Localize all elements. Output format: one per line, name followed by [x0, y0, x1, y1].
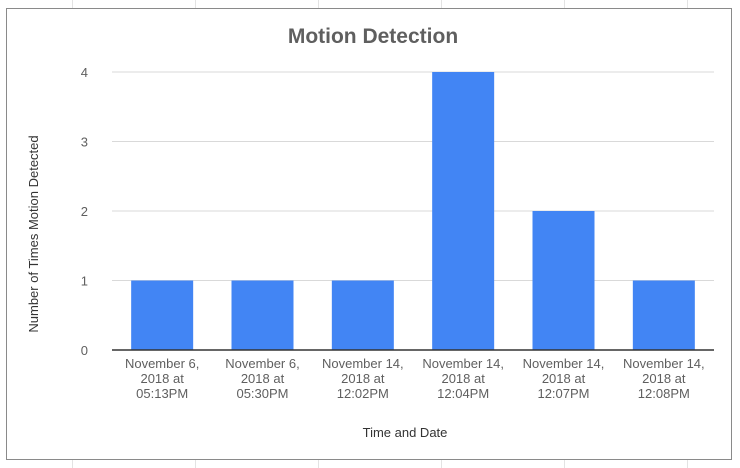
x-tick-label-line: November 6, — [225, 356, 299, 371]
y-tick-label: 0 — [81, 343, 88, 358]
x-tick-label-line: November 14, — [422, 356, 504, 371]
y-axis-ticks: 0 1 2 3 4 — [81, 65, 88, 358]
bar[interactable] — [231, 280, 294, 351]
x-tick-label-line: November 6, — [125, 356, 199, 371]
x-tick-label: November 14, 2018 at 12:02PM — [322, 356, 404, 401]
x-tick-label-line: 05:13PM — [136, 386, 188, 401]
y-tick-label: 1 — [81, 274, 88, 289]
x-tick-label: November 6, 2018 at 05:13PM — [125, 356, 199, 401]
x-axis-title: Time and Date — [363, 425, 448, 440]
x-tick-label: November 14, 2018 at 12:07PM — [523, 356, 605, 401]
x-tick-label-line: 12:07PM — [537, 386, 589, 401]
y-tick-label: 4 — [81, 65, 88, 80]
x-tick-label-line: 2018 at — [441, 371, 485, 386]
x-tick-label-line: November 14, — [322, 356, 404, 371]
y-tick-label: 2 — [81, 204, 88, 219]
x-tick-label-line: 2018 at — [542, 371, 586, 386]
x-tick-label-line: 2018 at — [642, 371, 686, 386]
x-tick-label-line: 12:04PM — [437, 386, 489, 401]
x-tick-label: November 14, 2018 at 12:08PM — [623, 356, 705, 401]
x-tick-label: November 14, 2018 at 12:04PM — [422, 356, 504, 401]
bar[interactable] — [331, 280, 394, 351]
gridlines — [112, 71, 714, 281]
y-tick-label: 3 — [81, 135, 88, 150]
bar[interactable] — [532, 211, 595, 350]
x-tick-label: November 6, 2018 at 05:30PM — [225, 356, 299, 401]
x-tick-label-line: 2018 at — [241, 371, 285, 386]
x-tick-label-line: 12:08PM — [638, 386, 690, 401]
x-tick-label-line: 12:02PM — [337, 386, 389, 401]
x-tick-label-line: November 14, — [523, 356, 605, 371]
x-tick-label-line: 05:30PM — [236, 386, 288, 401]
bar[interactable] — [432, 72, 495, 350]
bar[interactable] — [131, 280, 194, 351]
bars — [131, 72, 695, 350]
x-tick-label-line: 2018 at — [341, 371, 385, 386]
chart-container[interactable] — [6, 8, 732, 460]
x-tick-label-line: 2018 at — [140, 371, 184, 386]
x-tick-label-line: November 14, — [623, 356, 705, 371]
y-axis-title: Number of Times Motion Detected — [26, 135, 41, 332]
chart-title: Motion Detection — [288, 25, 458, 48]
bar[interactable] — [632, 280, 695, 351]
